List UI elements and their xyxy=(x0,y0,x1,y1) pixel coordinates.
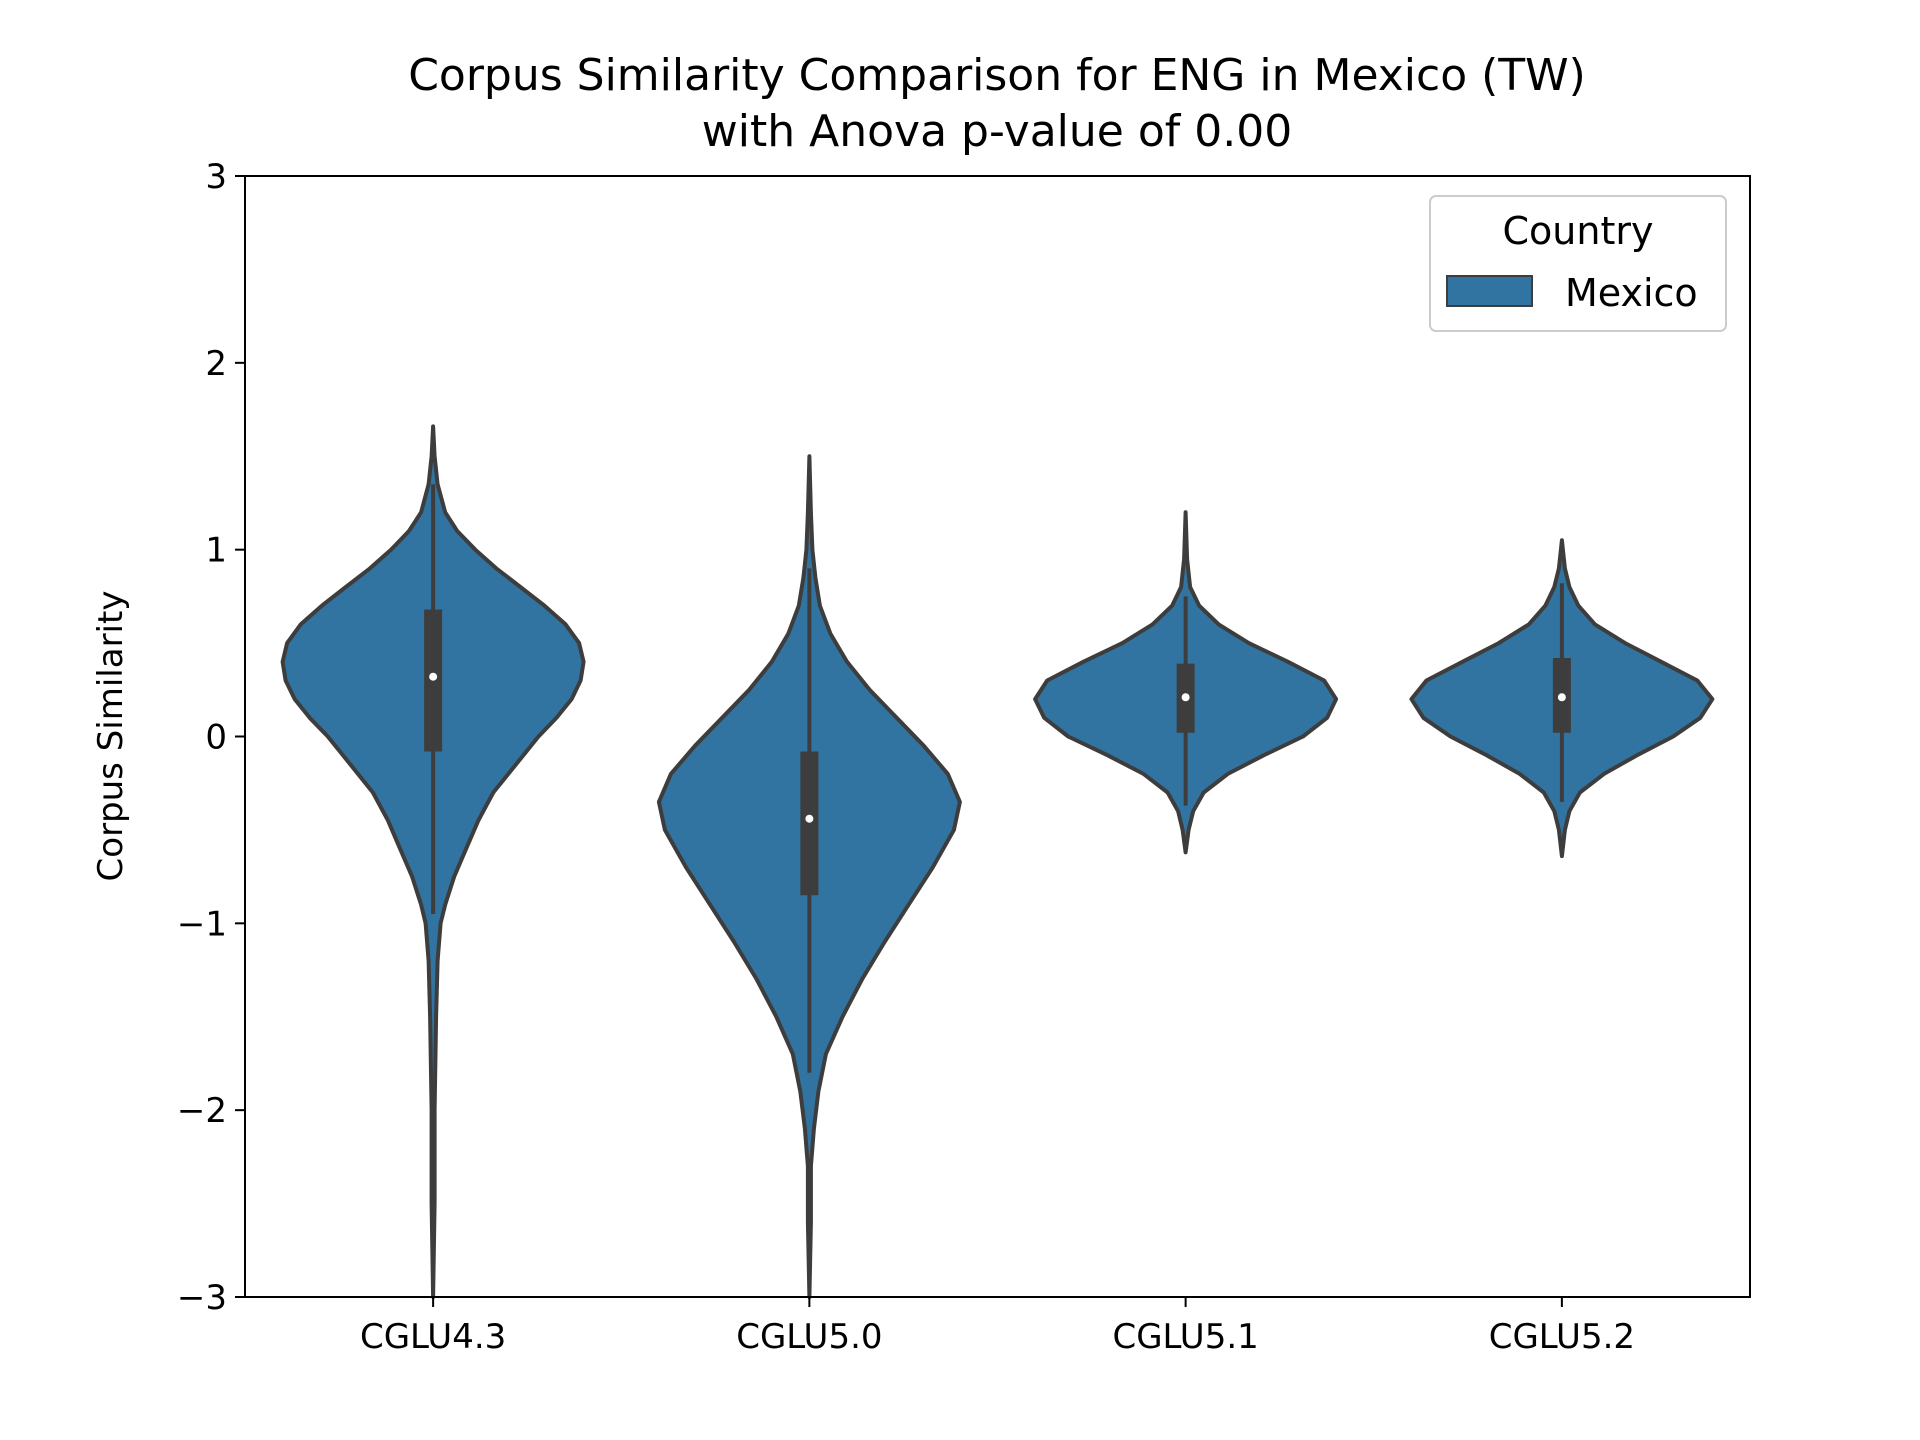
y-tick-label: 0 xyxy=(205,718,227,758)
violin-median-point xyxy=(805,814,814,823)
x-axis: CGLU4.3 CGLU5.0 CGLU5.1 CGLU5.2 xyxy=(360,1297,1635,1357)
y-tick-label: 1 xyxy=(205,531,227,571)
violin-median-point xyxy=(1557,693,1566,702)
y-axis-label: Corpus Similarity xyxy=(91,591,131,882)
x-tick-label: CGLU4.3 xyxy=(360,1317,506,1357)
violin-median-point xyxy=(429,672,438,681)
x-tick-label: CGLU5.1 xyxy=(1112,1317,1258,1357)
y-tick-label: −1 xyxy=(177,904,227,944)
legend-title: Country xyxy=(1503,209,1654,253)
legend-label-mexico: Mexico xyxy=(1565,271,1698,315)
y-tick-label: −2 xyxy=(177,1091,227,1131)
chart-title-line2: with Anova p-value of 0.00 xyxy=(702,106,1292,157)
y-tick-label: 3 xyxy=(205,157,227,197)
chart-title-line1: Corpus Similarity Comparison for ENG in … xyxy=(408,50,1586,101)
y-tick-label: −3 xyxy=(177,1278,227,1318)
x-tick-label: CGLU5.0 xyxy=(736,1317,882,1357)
x-tick-label: CGLU5.2 xyxy=(1489,1317,1635,1357)
y-tick-label: 2 xyxy=(205,344,227,384)
violin-median-point xyxy=(1181,693,1190,702)
y-axis: −3 −2 −1 0 1 2 3 xyxy=(177,157,245,1318)
violin-group xyxy=(280,424,1715,1299)
legend-swatch-mexico xyxy=(1446,275,1533,307)
legend: Country Mexico xyxy=(1429,195,1727,332)
